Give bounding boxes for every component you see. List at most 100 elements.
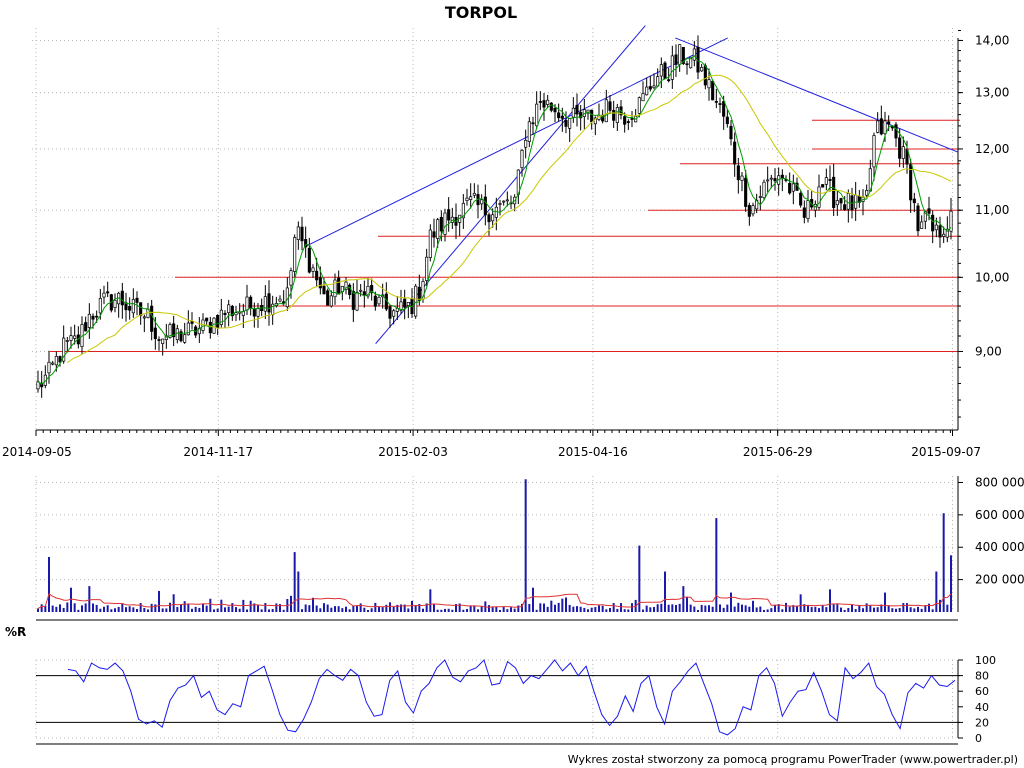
volume-bar bbox=[275, 603, 278, 612]
candle-body bbox=[425, 256, 429, 281]
volume-bar bbox=[708, 605, 710, 612]
volume-bar bbox=[128, 606, 131, 612]
volume-bar bbox=[730, 592, 732, 612]
candle-body bbox=[758, 196, 762, 198]
volume-bar bbox=[84, 603, 87, 612]
volume-bar bbox=[70, 587, 72, 612]
volume-bar bbox=[81, 605, 83, 612]
candle-body bbox=[604, 99, 608, 123]
candle-body bbox=[887, 121, 891, 125]
volume-bar bbox=[704, 605, 707, 612]
candle-body bbox=[263, 296, 267, 312]
volume-bar bbox=[667, 604, 670, 612]
volume-bar bbox=[873, 607, 875, 612]
price-y-tick-label: 14,00 bbox=[975, 33, 1009, 47]
candle-body bbox=[623, 116, 627, 125]
candle-body bbox=[351, 290, 355, 310]
candle-body bbox=[832, 176, 836, 208]
volume-bar bbox=[942, 513, 945, 612]
volume-bar bbox=[880, 604, 883, 612]
volume-bar bbox=[689, 604, 692, 612]
volume-bar bbox=[840, 607, 842, 612]
candle-body bbox=[751, 205, 755, 215]
candle-body bbox=[120, 290, 124, 306]
volume-bar bbox=[301, 609, 303, 612]
volume-bar bbox=[422, 608, 424, 612]
candle-body bbox=[377, 296, 381, 305]
volume-bar bbox=[458, 603, 461, 612]
volume-bar bbox=[77, 609, 80, 612]
volume-bar bbox=[535, 609, 538, 612]
volume-bar bbox=[473, 605, 476, 612]
candle-body bbox=[289, 270, 293, 286]
volume-bar bbox=[737, 602, 740, 612]
candle-body bbox=[128, 306, 132, 311]
volume-bar bbox=[858, 605, 861, 612]
volume-bar bbox=[763, 609, 765, 612]
candle-body bbox=[923, 211, 927, 222]
volume-bar bbox=[180, 604, 182, 612]
candle-body bbox=[799, 192, 803, 206]
candle-body bbox=[608, 101, 612, 111]
volume-bar bbox=[341, 608, 344, 612]
candle-body bbox=[725, 116, 729, 125]
volume-bar bbox=[73, 603, 76, 612]
volume-bar bbox=[843, 609, 846, 612]
volume-bar bbox=[620, 603, 622, 612]
candle-body bbox=[542, 100, 546, 108]
volume-bar bbox=[649, 607, 652, 612]
volume-bar bbox=[216, 608, 219, 612]
candle-body bbox=[821, 184, 825, 188]
x-tick-label: 2015-09-07 bbox=[911, 445, 981, 459]
volume-bar bbox=[572, 606, 575, 612]
candle-body bbox=[762, 181, 766, 199]
volume-bar bbox=[832, 603, 835, 612]
candle-body bbox=[806, 200, 810, 219]
volume-bar bbox=[447, 608, 450, 612]
candle-body bbox=[729, 125, 733, 140]
volume-bar bbox=[807, 604, 809, 612]
candle-body bbox=[300, 226, 304, 242]
candle-body bbox=[278, 298, 282, 302]
volume-bar bbox=[590, 607, 593, 612]
volume-bar bbox=[37, 608, 39, 612]
volume-bar bbox=[598, 605, 600, 612]
candle-body bbox=[736, 165, 740, 181]
candle-body bbox=[168, 324, 172, 338]
candle-body bbox=[681, 46, 685, 64]
x-tick-label: 2015-02-03 bbox=[378, 445, 448, 459]
volume-bar bbox=[451, 609, 454, 612]
wr-y-tick-label: 80 bbox=[975, 670, 989, 683]
volume-bar bbox=[88, 586, 91, 612]
volume-bar bbox=[370, 608, 373, 612]
volume-bar bbox=[836, 604, 839, 612]
candle-body bbox=[549, 102, 553, 111]
volume-bar bbox=[462, 609, 465, 612]
volume-bar bbox=[722, 607, 725, 612]
volume-bar bbox=[356, 605, 358, 612]
volume-bar bbox=[337, 606, 340, 612]
volume-bar bbox=[557, 602, 560, 612]
volume-bar bbox=[770, 608, 773, 612]
candle-body bbox=[329, 295, 333, 307]
candle-body bbox=[945, 228, 949, 238]
price-y-tick-label: 11,00 bbox=[975, 203, 1009, 217]
volume-bar bbox=[330, 607, 333, 612]
volume-bar bbox=[297, 571, 300, 612]
candle-body bbox=[791, 183, 795, 192]
candle-body bbox=[535, 103, 539, 127]
wr-y-tick-label: 100 bbox=[975, 654, 996, 667]
candle-body bbox=[293, 237, 297, 272]
volume-bar bbox=[612, 603, 615, 612]
candle-body bbox=[663, 62, 667, 79]
volume-bar bbox=[260, 609, 263, 612]
candle-body bbox=[527, 121, 531, 142]
candle-body bbox=[326, 290, 330, 306]
candle-body bbox=[670, 55, 674, 80]
volume-bar bbox=[121, 603, 124, 612]
candle-body bbox=[615, 107, 619, 123]
volume-bar bbox=[187, 604, 190, 612]
support-resistance-lines bbox=[50, 119, 960, 352]
candle-body bbox=[766, 179, 770, 182]
volume-bar bbox=[579, 606, 582, 612]
